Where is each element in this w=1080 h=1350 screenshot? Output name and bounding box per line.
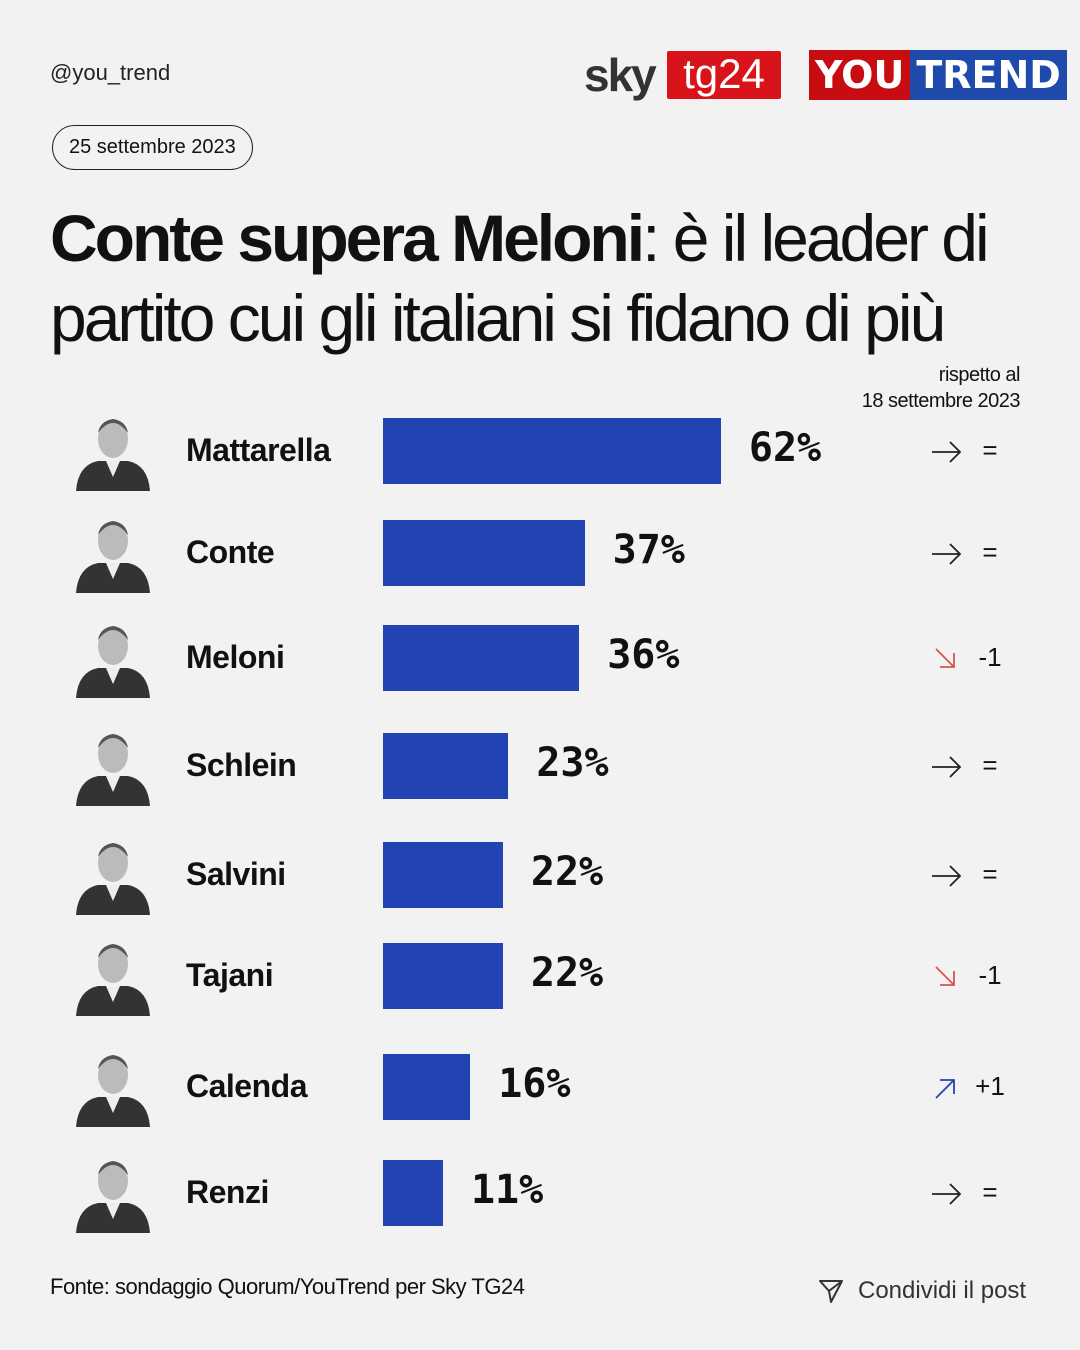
date-badge: 25 settembre 2023 — [52, 125, 253, 170]
bar — [383, 418, 721, 484]
bar-category-label: Tajani — [186, 957, 274, 993]
arrow-up-right-icon — [935, 1079, 955, 1099]
leader-photo — [76, 944, 150, 1016]
leader-photo — [76, 1161, 150, 1233]
source-note: Fonte: sondaggio Quorum/YouTrend per Sky… — [50, 1274, 525, 1299]
youtrend-logo: YOU TREND — [809, 50, 1067, 100]
change-label: = — [982, 750, 998, 780]
send-icon — [819, 1280, 843, 1303]
comparison-line1: rispetto al — [938, 364, 1021, 386]
bar — [383, 842, 503, 908]
arrow-down-right-icon — [935, 648, 955, 668]
arrow-right-icon — [932, 543, 962, 565]
logo-you: YOU — [809, 50, 911, 100]
tg24-logo: tg24 — [667, 51, 781, 99]
leader-photo — [76, 626, 150, 698]
bar — [383, 520, 585, 586]
chart-row: Schlein 23% = — [0, 722, 1080, 812]
change-label: = — [982, 859, 998, 889]
account-handle: @you_trend — [50, 60, 171, 85]
logo-trend: TREND — [910, 50, 1067, 100]
bar-category-label: Conte — [186, 534, 275, 570]
share-label: Condividi il post — [858, 1277, 1027, 1304]
change-label: = — [982, 435, 998, 465]
bar — [383, 1160, 443, 1226]
bar — [383, 1054, 471, 1120]
leader-photo — [76, 734, 150, 806]
bar-value-label: 22% — [530, 950, 604, 996]
change-label: = — [982, 1177, 998, 1207]
leader-photo — [76, 1055, 150, 1127]
chart-row: Mattarella 62% = — [0, 407, 1080, 497]
leader-photo — [76, 521, 150, 593]
bar — [383, 943, 503, 1009]
chart-row: Meloni 36% -1 — [0, 614, 1080, 704]
bar-category-label: Renzi — [186, 1174, 269, 1210]
chart-row: Calenda 16% +1 — [0, 1043, 1080, 1133]
leader-photo — [76, 419, 150, 491]
bar-category-label: Meloni — [186, 639, 285, 675]
bar-category-label: Mattarella — [186, 432, 331, 468]
bar-category-label: Salvini — [186, 856, 286, 892]
bar-value-label: 62% — [748, 425, 822, 471]
change-label: = — [982, 537, 998, 567]
change-label: -1 — [978, 642, 1002, 672]
bar-value-label: 36% — [607, 632, 680, 678]
share-button[interactable]: Condividi il post — [818, 1277, 1026, 1305]
bar-category-label: Schlein — [186, 747, 297, 783]
chart-row: Renzi 11% = — [0, 1149, 1080, 1239]
page-title: Conte supera Meloni: è il leader di part… — [50, 198, 1060, 358]
bar-value-label: 16% — [498, 1061, 571, 1107]
chart-row: Salvini 22% = — [0, 831, 1080, 921]
title-rest: : è il leader di partito cui gli italian… — [50, 201, 990, 355]
bar-value-label: 23% — [536, 740, 609, 786]
chart-row: Conte 37% = — [0, 509, 1080, 599]
bar-value-label: 11% — [470, 1167, 544, 1213]
sky-logo: sky — [584, 49, 657, 101]
change-label: +1 — [975, 1071, 1005, 1101]
change-label: -1 — [978, 960, 1002, 990]
arrow-right-icon — [932, 756, 962, 778]
arrow-right-icon — [932, 1183, 962, 1205]
bar-category-label: Calenda — [186, 1068, 307, 1104]
comparison-line2: 18 settembre 2023 — [861, 390, 1021, 412]
bar — [383, 733, 509, 799]
arrow-down-right-icon — [935, 966, 955, 986]
title-bold: Conte supera Meloni — [50, 201, 645, 275]
comparison-label: rispetto al 18 settembre 2023 — [861, 362, 1021, 414]
bar-value-label: 22% — [530, 849, 604, 895]
chart-row: Tajani 22% -1 — [0, 932, 1080, 1022]
bar-value-label: 37% — [612, 527, 685, 573]
bar — [383, 625, 580, 691]
arrow-right-icon — [932, 865, 962, 887]
leader-photo — [76, 843, 150, 915]
arrow-right-icon — [932, 441, 962, 463]
